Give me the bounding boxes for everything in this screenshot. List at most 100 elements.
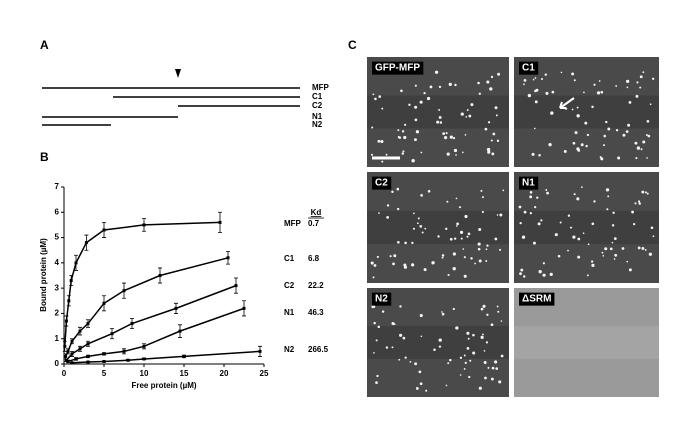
data-point bbox=[174, 306, 178, 310]
puncta bbox=[519, 272, 522, 276]
puncta bbox=[401, 130, 405, 133]
puncta bbox=[420, 151, 423, 154]
puncta bbox=[377, 325, 381, 329]
puncta bbox=[600, 157, 604, 161]
puncta bbox=[372, 93, 375, 96]
y-axis-label: Bound protein (µM) bbox=[39, 238, 48, 312]
label-background bbox=[372, 61, 424, 75]
puncta bbox=[489, 87, 493, 91]
label-background bbox=[519, 176, 539, 190]
puncta bbox=[497, 310, 500, 313]
puncta bbox=[401, 152, 404, 155]
puncta bbox=[438, 338, 442, 342]
puncta bbox=[542, 262, 545, 265]
puncta bbox=[460, 237, 463, 240]
puncta bbox=[480, 307, 484, 311]
y-tick-label: 3 bbox=[55, 283, 60, 292]
puncta bbox=[625, 130, 629, 133]
construct-label: N1 bbox=[312, 112, 323, 121]
puncta bbox=[374, 97, 377, 101]
puncta bbox=[397, 136, 400, 139]
puncta bbox=[456, 222, 459, 226]
data-point bbox=[178, 329, 182, 333]
puncta bbox=[628, 268, 632, 272]
puncta bbox=[416, 222, 419, 225]
puncta bbox=[378, 95, 382, 98]
data-point bbox=[218, 220, 222, 224]
puncta bbox=[484, 376, 487, 380]
puncta bbox=[491, 366, 495, 370]
puncta bbox=[419, 382, 423, 386]
puncta bbox=[391, 190, 394, 194]
data-point bbox=[66, 349, 70, 353]
image-label: N2 bbox=[375, 294, 388, 305]
puncta bbox=[607, 195, 610, 198]
puncta bbox=[404, 241, 407, 245]
puncta bbox=[626, 79, 630, 84]
puncta bbox=[385, 346, 389, 349]
data-point bbox=[70, 339, 74, 343]
puncta bbox=[472, 351, 476, 355]
series-label: C1 bbox=[284, 254, 295, 263]
puncta bbox=[391, 346, 394, 349]
data-point bbox=[142, 344, 146, 348]
puncta bbox=[557, 254, 561, 258]
data-point bbox=[130, 322, 134, 326]
label-background bbox=[372, 292, 392, 306]
puncta bbox=[463, 354, 466, 357]
data-point bbox=[78, 329, 82, 333]
puncta bbox=[500, 320, 503, 322]
puncta bbox=[472, 333, 475, 337]
puncta bbox=[496, 305, 499, 308]
puncta bbox=[411, 263, 415, 267]
y-tick-label: 0 bbox=[55, 359, 60, 368]
puncta bbox=[540, 219, 543, 222]
puncta bbox=[487, 150, 491, 154]
puncta bbox=[391, 322, 395, 326]
image-label: GFP-MFP bbox=[375, 63, 420, 74]
puncta bbox=[459, 230, 464, 234]
puncta bbox=[567, 214, 571, 217]
puncta bbox=[576, 106, 579, 109]
puncta bbox=[403, 135, 407, 140]
puncta bbox=[646, 157, 648, 159]
puncta bbox=[634, 141, 638, 145]
puncta bbox=[485, 260, 488, 263]
puncta bbox=[466, 235, 469, 238]
puncta bbox=[376, 255, 379, 258]
arrowhead bbox=[175, 69, 181, 78]
puncta bbox=[540, 77, 544, 81]
puncta bbox=[464, 133, 467, 136]
y-tick-label: 4 bbox=[55, 258, 60, 267]
puncta bbox=[638, 202, 641, 205]
puncta bbox=[480, 335, 484, 340]
puncta bbox=[586, 133, 590, 137]
puncta bbox=[490, 377, 494, 381]
puncta bbox=[640, 148, 643, 151]
data-point bbox=[70, 361, 74, 365]
puncta bbox=[420, 193, 423, 197]
kd-header: Kd bbox=[311, 208, 322, 217]
puncta bbox=[478, 227, 482, 232]
arrow bbox=[559, 97, 575, 109]
puncta bbox=[481, 196, 484, 199]
puncta bbox=[398, 358, 401, 361]
puncta bbox=[478, 386, 482, 390]
construct-label: C2 bbox=[312, 101, 323, 110]
puncta bbox=[445, 132, 448, 135]
puncta bbox=[531, 152, 535, 156]
puncta bbox=[641, 246, 645, 250]
construct-map bbox=[42, 87, 300, 126]
kd-value: 6.8 bbox=[308, 254, 320, 263]
puncta bbox=[461, 151, 464, 154]
puncta bbox=[438, 108, 441, 111]
puncta bbox=[423, 91, 426, 95]
data-point bbox=[86, 360, 90, 364]
puncta bbox=[648, 252, 653, 256]
puncta bbox=[448, 82, 452, 87]
puncta bbox=[651, 77, 655, 80]
data-point bbox=[110, 332, 114, 336]
puncta bbox=[497, 72, 501, 76]
puncta bbox=[549, 272, 553, 277]
